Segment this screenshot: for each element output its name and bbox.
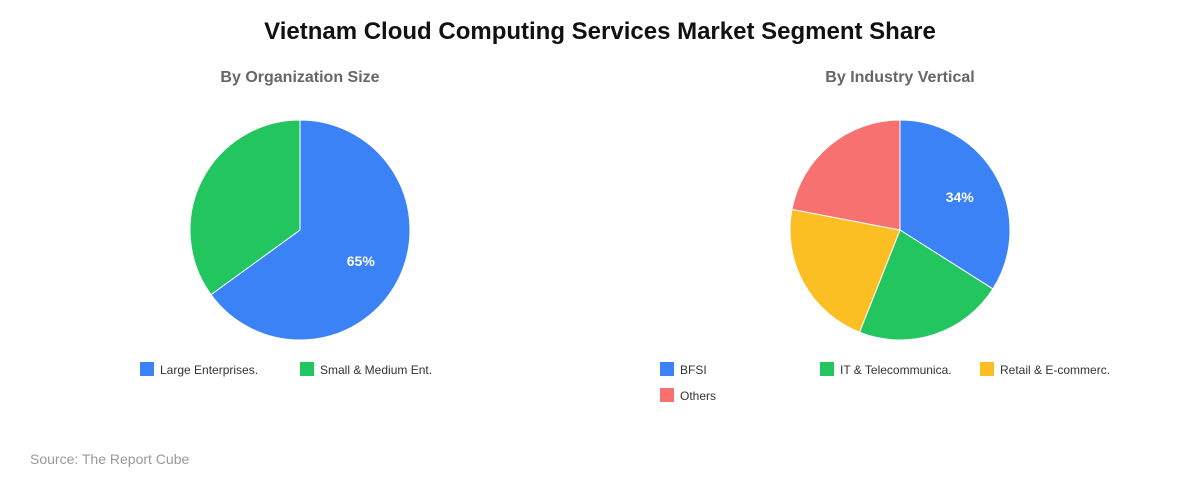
legend-label: Retail & E-commerc. (1000, 363, 1110, 377)
legend-swatch (660, 388, 674, 402)
main-title: Vietnam Cloud Computing Services Market … (264, 18, 936, 45)
legend-label: Large Enterprises. (160, 363, 258, 377)
pie-slice-bfsi[interactable] (899, 119, 1011, 290)
pie-slice-it-telecommunica[interactable] (858, 229, 994, 341)
legend-item-small-medium-ent[interactable]: Small & Medium Ent. (300, 362, 432, 377)
legend-item-it-telecommunica[interactable]: IT & Telecommunica. (820, 362, 952, 377)
pie-chart-industry-vertical: By Industry Vertical 34% BFSI IT & Telecomm… (660, 69, 1110, 403)
pie-chart-organization-size: By Organization Size 65% Large Enterprises… (140, 69, 432, 377)
data-label-bfsi: 34% (946, 189, 975, 205)
legend-swatch (660, 362, 674, 376)
source-note: Source: The Report Cube (30, 451, 190, 467)
legend-item-large-enterprises[interactable]: Large Enterprises. (140, 362, 258, 377)
chart-organization-size: By Organization Size 65% Large Enterprises… (20, 60, 580, 430)
chart-subtitle: By Industry Vertical (825, 69, 974, 86)
data-label-large-enterprises: 65% (347, 253, 376, 269)
legend-label: Others (680, 389, 716, 403)
chart-subtitle: By Organization Size (220, 69, 379, 86)
legend-item-others[interactable]: Others (660, 388, 716, 403)
legend-label: BFSI (680, 363, 707, 377)
legend-item-retail-e-commerc[interactable]: Retail & E-commerc. (980, 362, 1110, 377)
pie-slice-small-medium-ent[interactable] (189, 119, 301, 296)
legend-item-bfsi[interactable]: BFSI (660, 362, 707, 377)
legend-swatch (980, 362, 994, 376)
legend-swatch (140, 362, 154, 376)
pie-slice-others[interactable] (791, 119, 901, 231)
chart-industry-vertical: By Industry Vertical 34% BFSI IT & Telecomm… (620, 60, 1180, 430)
legend-label: IT & Telecommunica. (840, 363, 952, 377)
legend-swatch (820, 362, 834, 376)
legend-label: Small & Medium Ent. (320, 363, 432, 377)
pie-slice-retail-e-commerc[interactable] (789, 208, 901, 333)
pie-slice-large-enterprises[interactable] (210, 119, 411, 341)
legend-swatch (300, 362, 314, 376)
